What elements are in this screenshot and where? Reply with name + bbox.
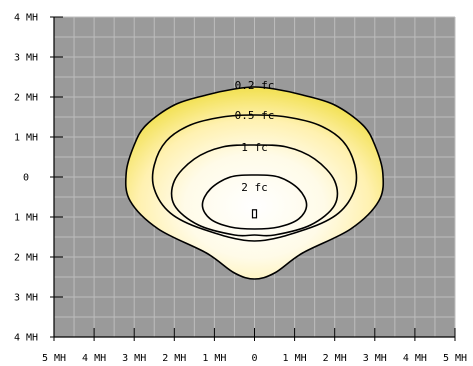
y-tick-label: 3 MH	[14, 293, 38, 304]
contour-label: 1 fc	[241, 141, 268, 154]
x-tick-label: 2 MH	[323, 353, 347, 364]
x-tick-label: 3 MH	[363, 353, 387, 364]
y-tick-label: 1 MH	[14, 133, 38, 144]
contour-line	[201, 174, 308, 230]
contour-label: 2 fc	[241, 181, 268, 194]
contour-line	[124, 86, 385, 280]
illuminated-area	[125, 87, 384, 279]
x-tick-label: 0	[251, 353, 257, 364]
contour-line	[151, 114, 358, 242]
x-tick-label: 1 MH	[202, 353, 226, 364]
x-tick-label: 2 MH	[162, 353, 186, 364]
y-tick-label: 2 MH	[14, 253, 38, 264]
contour-fill	[125, 87, 384, 279]
contour-line	[170, 144, 339, 237]
fixture-marker	[251, 209, 258, 219]
contour-labels: 0.2 fc 0.5 fc 1 fc 2 fc	[235, 79, 275, 194]
fixture	[251, 209, 258, 219]
y-tick-label: 1 MH	[14, 213, 38, 224]
x-tick-label: 5 MH	[42, 353, 66, 364]
contour-label: 0.5 fc	[235, 109, 275, 122]
contour-lines	[124, 86, 385, 280]
x-tick-label: 4 MH	[403, 353, 427, 364]
y-tick-label: 4 MH	[14, 13, 38, 24]
y-tick-label: 3 MH	[14, 53, 38, 64]
y-tick-label: 4 MH	[14, 333, 38, 344]
x-tick-label: 1 MH	[283, 353, 307, 364]
x-tick-label: 4 MH	[82, 353, 106, 364]
x-tick-label: 3 MH	[122, 353, 146, 364]
tick-labels: 4 MH 3 MH 2 MH 1 MH 0 1 MH 2 MH 3 MH 4 MH 5 MH 4 M…	[14, 13, 467, 365]
y-tick-label: 0	[23, 173, 29, 184]
y-tick-label: 2 MH	[14, 93, 38, 104]
axes	[50, 16, 456, 341]
contour-label: 0.2 fc	[235, 79, 275, 92]
x-tick-label: 5 MH	[443, 353, 467, 364]
